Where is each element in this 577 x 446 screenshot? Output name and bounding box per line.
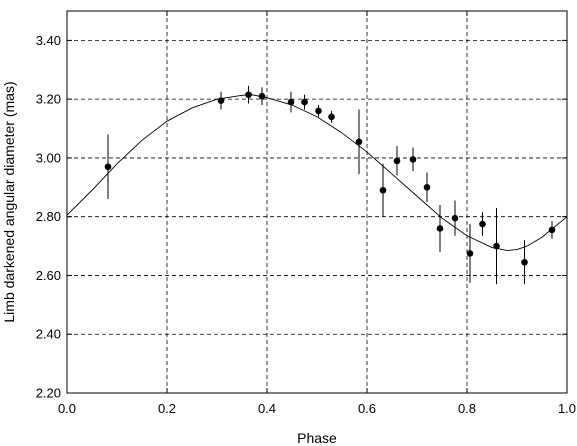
- axis-ticks: [66, 11, 568, 394]
- data-point: [479, 220, 486, 228]
- data-point: [315, 107, 322, 115]
- data-point: [451, 214, 459, 222]
- data-point: [409, 156, 417, 163]
- plot-frame: [66, 10, 568, 394]
- y-tick-label: 2.60: [36, 268, 61, 283]
- data-point: [328, 113, 335, 121]
- data-point: [217, 97, 225, 104]
- x-tick-label: 1.0: [558, 401, 576, 416]
- fit-curve: [66, 94, 568, 251]
- data-point: [258, 92, 266, 100]
- x-tick-label: 0.4: [258, 401, 276, 416]
- data-point: [466, 250, 474, 257]
- data-point: [393, 157, 401, 165]
- x-tick-label: 0.2: [158, 401, 176, 416]
- y-tick-label: 2.20: [36, 386, 61, 401]
- y-axis-title: Limb darkened angular diameter (mas): [1, 81, 17, 322]
- data-point: [355, 138, 363, 146]
- data-point: [301, 98, 308, 106]
- x-tick-label: 0.6: [358, 401, 376, 416]
- data-point: [245, 91, 252, 99]
- y-tick-label: 2.80: [36, 209, 61, 224]
- data-point: [548, 226, 556, 234]
- y-tick-label: 3.00: [36, 150, 61, 165]
- fit-curve-layer: [66, 94, 568, 251]
- y-tick-label: 3.40: [36, 33, 61, 48]
- data-point: [521, 258, 528, 266]
- data-point: [104, 163, 112, 171]
- data-point: [423, 184, 431, 191]
- x-tick-label: 0.0: [58, 401, 76, 416]
- y-tick-label: 3.20: [36, 92, 61, 107]
- data-point: [436, 225, 444, 232]
- grid-lines: [67, 11, 567, 393]
- data-points: [104, 91, 556, 266]
- x-axis-title: Phase: [297, 430, 337, 446]
- data-point: [493, 242, 500, 250]
- tick-labels: 0.0 0.2 0.4 0.6 0.8 1.0 2.20 2.40 2.60 2.80 3.00 3.…: [36, 33, 576, 416]
- data-point: [287, 98, 295, 106]
- data-point: [379, 186, 387, 194]
- x-tick-label: 0.8: [458, 401, 476, 416]
- y-tick-label: 2.40: [36, 327, 61, 342]
